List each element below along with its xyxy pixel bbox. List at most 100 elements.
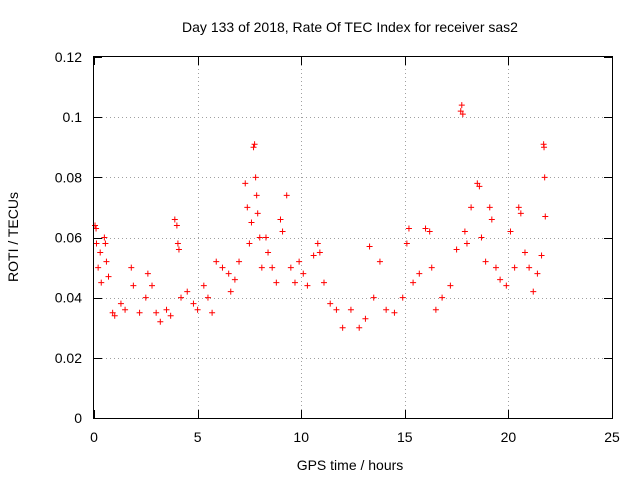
y-tick-label: 0.04 (55, 290, 82, 306)
data-point (98, 279, 105, 286)
data-point (463, 240, 470, 247)
data-point (534, 270, 541, 277)
x-tick-label: 10 (293, 429, 309, 445)
data-point (262, 234, 269, 241)
chart-title: Day 133 of 2018, Rate Of TEC Index for r… (182, 19, 518, 35)
data-point (109, 309, 116, 316)
data-point (347, 306, 354, 313)
data-point (497, 276, 504, 283)
data-point (167, 312, 174, 319)
data-point (300, 270, 307, 277)
data-point (178, 294, 185, 301)
data-point (209, 309, 216, 316)
data-point (458, 102, 465, 109)
y-tick-label: 0.06 (55, 230, 82, 246)
data-point (242, 180, 249, 187)
data-point (461, 228, 468, 235)
data-point (447, 282, 454, 289)
data-point (542, 213, 549, 220)
data-point (486, 204, 493, 211)
data-point (174, 240, 181, 247)
data-point (316, 249, 323, 256)
data-point (416, 270, 423, 277)
x-tick-label: 5 (194, 429, 202, 445)
x-tick-label: 0 (90, 429, 98, 445)
data-point (231, 276, 238, 283)
data-point (157, 318, 164, 325)
data-point (287, 264, 294, 271)
data-point (253, 192, 260, 199)
data-point (333, 306, 340, 313)
data-point (291, 279, 298, 286)
data-point (517, 210, 524, 217)
data-point (265, 249, 272, 256)
data-point (453, 246, 460, 253)
data-point (101, 234, 108, 241)
data-point (492, 264, 499, 271)
data-point (370, 294, 377, 301)
data-point (538, 252, 545, 259)
data-point (92, 222, 99, 229)
data-point (511, 264, 518, 271)
data-point (339, 324, 346, 331)
data-point (468, 204, 475, 211)
data-point (105, 273, 112, 280)
data-point (103, 258, 110, 265)
data-point (122, 306, 129, 313)
data-point (507, 228, 514, 235)
data-point (459, 111, 466, 118)
data-point (503, 282, 510, 289)
data-point (488, 216, 495, 223)
data-point (314, 240, 321, 247)
data-point (200, 282, 207, 289)
data-point (117, 300, 124, 307)
data-point (482, 258, 489, 265)
data-point (277, 216, 284, 223)
data-point (246, 240, 253, 247)
data-point (439, 294, 446, 301)
data-point (283, 192, 290, 199)
data-point (248, 219, 255, 226)
data-point (149, 282, 156, 289)
x-tick-label: 25 (604, 429, 620, 445)
x-axis-label: GPS time / hours (297, 457, 404, 473)
data-point (175, 246, 182, 253)
data-point (219, 264, 226, 271)
y-tick-label: 0.02 (55, 350, 82, 366)
data-point (102, 240, 109, 247)
data-point (320, 279, 327, 286)
data-point (111, 312, 118, 319)
data-point (376, 258, 383, 265)
data-point (530, 288, 537, 295)
data-point (428, 264, 435, 271)
data-point (476, 183, 483, 190)
data-point (541, 174, 548, 181)
data-point (269, 264, 276, 271)
x-tick-label: 15 (397, 429, 413, 445)
data-point (399, 294, 406, 301)
data-point (391, 309, 398, 316)
data-point (128, 264, 135, 271)
data-point (426, 228, 433, 235)
data-point (244, 204, 251, 211)
data-point (252, 174, 259, 181)
data-point (405, 225, 412, 232)
data-point (184, 288, 191, 295)
y-axis: 0 0.02 0.04 0.06 0.08 0.1 0.12 (55, 49, 612, 426)
data-point (327, 300, 334, 307)
data-point (227, 288, 234, 295)
data-point (256, 234, 263, 241)
data-point (93, 240, 100, 247)
data-point (236, 258, 243, 265)
y-tick-label: 0.08 (55, 169, 82, 185)
data-point (410, 279, 417, 286)
y-axis-label: ROTI / TECUs (5, 192, 21, 282)
data-point (144, 270, 151, 277)
data-point (457, 108, 464, 115)
data-point (526, 264, 533, 271)
data-point (432, 306, 439, 313)
y-tick-label: 0.1 (63, 109, 83, 125)
data-point (310, 252, 317, 259)
data-point (541, 144, 548, 151)
